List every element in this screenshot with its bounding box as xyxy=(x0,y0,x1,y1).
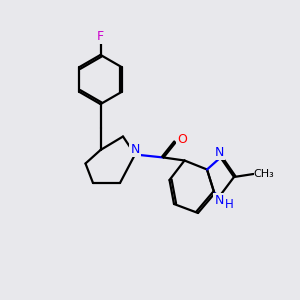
Text: H: H xyxy=(225,198,234,211)
Text: N: N xyxy=(214,146,224,159)
Text: CH₃: CH₃ xyxy=(254,169,274,179)
Text: O: O xyxy=(177,133,187,146)
Text: F: F xyxy=(97,30,104,43)
Text: N: N xyxy=(214,194,224,207)
Text: N: N xyxy=(130,142,140,156)
